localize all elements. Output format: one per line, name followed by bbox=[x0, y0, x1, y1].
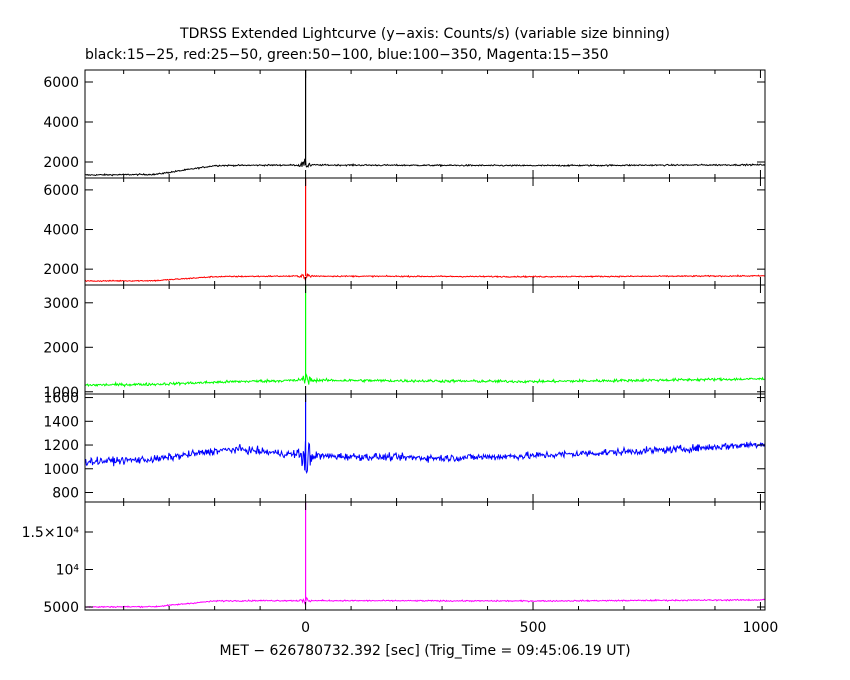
y-tick-label: 1600 bbox=[43, 391, 79, 407]
y-tick-label: 6000 bbox=[43, 75, 79, 91]
y-tick-label: 2000 bbox=[43, 340, 79, 356]
y-tick-label: 2000 bbox=[43, 262, 79, 278]
y-tick-label: 3000 bbox=[43, 296, 79, 312]
panel-frame bbox=[84, 501, 766, 611]
lightcurve-series-25-50 bbox=[85, 273, 765, 283]
y-tick-label: 6000 bbox=[43, 183, 79, 199]
y-tick-label: 1.5×10⁴ bbox=[22, 525, 80, 541]
x-tick-label: 0 bbox=[301, 620, 310, 636]
y-tick-label: 4000 bbox=[43, 223, 79, 239]
y-tick-label: 800 bbox=[52, 486, 79, 502]
lightcurve-series-50-100 bbox=[85, 372, 765, 388]
x-tick-label: 500 bbox=[520, 620, 547, 636]
panel-frame bbox=[84, 177, 766, 286]
panel-frame bbox=[84, 69, 766, 179]
lightcurve-series-15-350 bbox=[85, 596, 765, 609]
panels-group: 2000 4000 6000 2000 4000 6000 1000 2000 3000 800 1… bbox=[22, 69, 779, 636]
chart-title: TDRSS Extended Lightcurve (y−axis: Count… bbox=[179, 26, 670, 42]
y-tick-label: 1400 bbox=[43, 414, 79, 430]
y-tick-label: 4000 bbox=[43, 115, 79, 131]
panel-frame bbox=[84, 393, 766, 503]
y-tick-label: 1200 bbox=[43, 438, 79, 454]
chart-subtitle: black:15−25, red:25−50, green:50−100, bl… bbox=[85, 47, 609, 63]
x-axis-label: MET − 626780732.392 [sec] (Trig_Time = 0… bbox=[219, 643, 630, 659]
lightcurve-series-100-350 bbox=[85, 440, 765, 475]
y-tick-label: 10⁴ bbox=[56, 563, 80, 579]
lightcurve-series-15-25 bbox=[85, 158, 765, 177]
y-tick-label: 1000 bbox=[43, 385, 79, 401]
y-tick-label: 5000 bbox=[43, 600, 79, 616]
x-tick-label: 1000 bbox=[743, 620, 779, 636]
y-tick-label: 1000 bbox=[43, 462, 79, 478]
y-tick-label: 2000 bbox=[43, 155, 79, 171]
panel-frame bbox=[84, 284, 766, 395]
